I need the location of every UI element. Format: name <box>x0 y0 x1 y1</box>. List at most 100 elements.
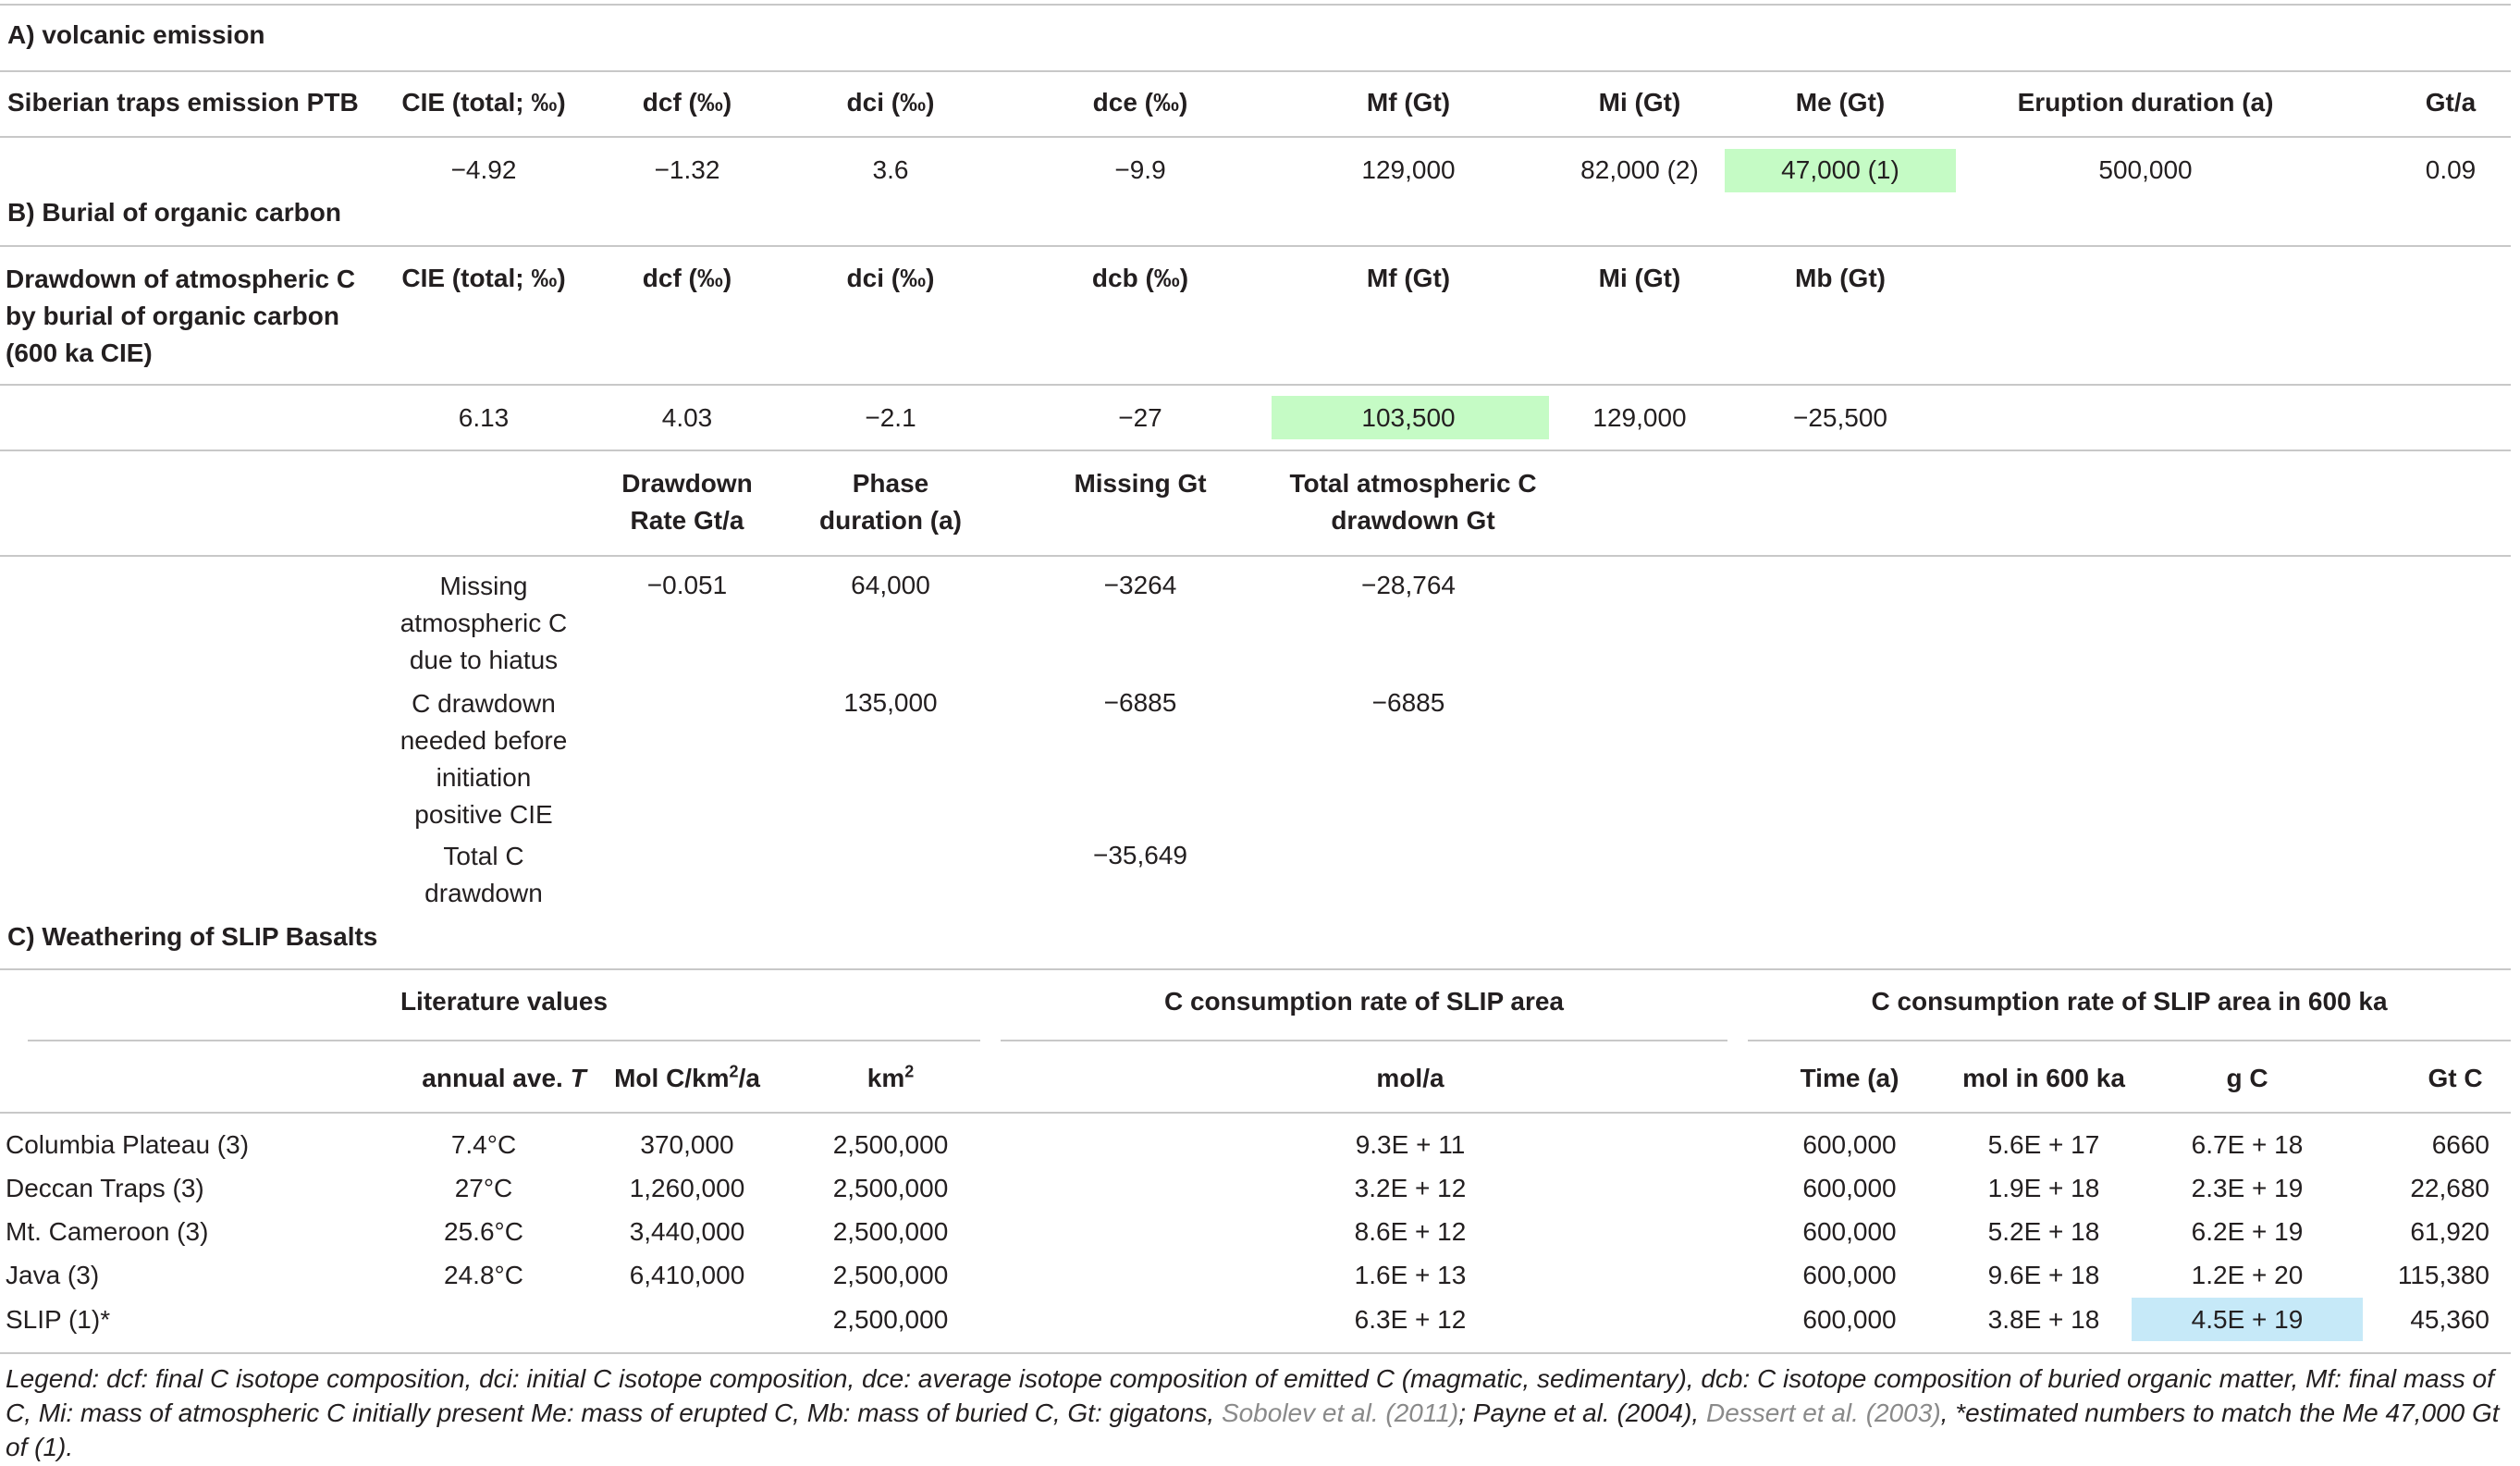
rule <box>0 245 2511 247</box>
table-cell: 27°C <box>454 1174 513 1202</box>
table-cell: 600,000 <box>1802 1261 1897 1289</box>
table-cell: 61,920 <box>2410 1217 2489 1246</box>
header-cell: Mi (Gt) <box>1598 264 1681 292</box>
header-cell: Drawdown of atmospheric C by burial of o… <box>6 265 356 367</box>
top-rule <box>0 4 2511 6</box>
row-label: C drawdown needed before initiation posi… <box>400 689 568 829</box>
row-label: Total C drawdown <box>424 842 543 907</box>
rule <box>1748 1040 2511 1041</box>
table-cell: 47,000 (1) <box>1781 155 1899 184</box>
table-cell: −6885 <box>1103 688 1177 717</box>
table-cell: 6.13 <box>458 403 510 432</box>
rule <box>1001 1040 1727 1041</box>
table-cell: −27 <box>1118 403 1162 432</box>
table-cell: 600,000 <box>1802 1130 1897 1159</box>
table-cell: 9.6E + 18 <box>1987 1261 2100 1289</box>
table-cell: 600,000 <box>1802 1305 1897 1334</box>
table-cell: 2,500,000 <box>832 1305 949 1334</box>
table-cell: −0.051 <box>646 571 728 599</box>
table-cell: 9.3E + 11 <box>1355 1130 1466 1159</box>
header-cell: Siberian traps emission PTB <box>7 88 359 117</box>
table-cell: 5.6E + 17 <box>1987 1130 2100 1159</box>
header-cell: dci (‰) <box>846 88 935 117</box>
table-cell: 6,410,000 <box>629 1261 745 1289</box>
header-cell: dce (‰) <box>1092 88 1188 117</box>
table-cell: −35,649 <box>1093 841 1187 869</box>
row-name: SLIP (1)* <box>6 1305 111 1334</box>
table-cell: −2.1 <box>865 403 916 432</box>
table-cell: 6660 <box>2431 1130 2489 1159</box>
table-cell: 2,500,000 <box>832 1261 949 1289</box>
reference-link[interactable]: Dessert et al. (2003) <box>1705 1398 1941 1427</box>
table-cell: 129,000 <box>1361 155 1456 184</box>
table-legend: Legend: dcf: final C isotope composition… <box>6 1364 2500 1461</box>
rule <box>0 70 2511 72</box>
header-cell: Mf (Gt) <box>1366 264 1451 292</box>
rule <box>0 384 2511 386</box>
header-cell: Mb (Gt) <box>1795 264 1886 292</box>
section-b-title: B) Burial of organic carbon <box>7 198 341 227</box>
header-cell: dcb (‰) <box>1091 264 1189 292</box>
column-header-gc: g C <box>2226 1064 2268 1092</box>
header-cell: dcf (‰) <box>642 88 732 117</box>
table-cell: 6.2E + 19 <box>2191 1217 2304 1246</box>
table-cell: 1.9E + 18 <box>1987 1174 2100 1202</box>
header-cell: Mf (Gt) <box>1366 88 1451 117</box>
table-cell: 64,000 <box>851 571 930 599</box>
table-cell: 5.2E + 18 <box>1987 1217 2100 1246</box>
table-cell: −4.92 <box>450 155 517 184</box>
table-cell: 6.7E + 18 <box>2191 1130 2304 1159</box>
table-cell: −9.9 <box>1114 155 1166 184</box>
table-cell: 1.6E + 13 <box>1354 1261 1467 1289</box>
subheader-cell: Drawdown Rate Gt/a <box>621 469 753 535</box>
table-cell: 500,000 <box>2098 155 2193 184</box>
table-cell: 4.5E + 19 <box>2191 1305 2304 1334</box>
table-cell: 2,500,000 <box>832 1174 949 1202</box>
rule <box>0 136 2511 138</box>
table-cell: 3.8E + 18 <box>1987 1305 2100 1334</box>
table-cell: −25,500 <box>1793 403 1887 432</box>
table-cell: 600,000 <box>1802 1174 1897 1202</box>
rule <box>0 1352 2511 1354</box>
header-cell: Mi (Gt) <box>1598 88 1681 117</box>
row-name: Java (3) <box>6 1261 100 1289</box>
table-cell: 45,360 <box>2410 1305 2489 1334</box>
table-cell: −6885 <box>1371 688 1445 717</box>
subheader-cell: Total atmospheric C drawdown Gt <box>1289 469 1537 535</box>
table-cell: 4.03 <box>661 403 713 432</box>
row-label: Missing atmospheric C due to hiatus <box>400 572 568 674</box>
table-cell: 22,680 <box>2410 1174 2489 1202</box>
table-cell: −1.32 <box>654 155 720 184</box>
column-header-mol600: mol in 600 ka <box>1962 1064 2125 1092</box>
column-header-mol: Mol C/km2/a <box>614 1062 760 1092</box>
table-cell: 7.4°C <box>450 1130 517 1159</box>
section-a-title: A) volcanic emission <box>7 20 265 49</box>
column-header-mola: mol/a <box>1376 1064 1444 1092</box>
highlight-blue <box>2132 1298 2363 1341</box>
group-header: Literature values <box>400 987 608 1016</box>
table-cell: 2.3E + 19 <box>2191 1174 2304 1202</box>
table-cell: 3,440,000 <box>629 1217 745 1246</box>
table-cell: 25.6°C <box>444 1217 523 1246</box>
table-cell: 24.8°C <box>444 1261 523 1289</box>
rule <box>0 1112 2511 1114</box>
table-cell: −3264 <box>1103 571 1177 599</box>
row-name: Deccan Traps (3) <box>6 1174 204 1202</box>
row-name: Columbia Plateau (3) <box>6 1130 250 1159</box>
reference-link[interactable]: Sobolev et al. (2011) <box>1221 1398 1459 1427</box>
subheader-cell: Missing Gt <box>1074 469 1207 498</box>
rule <box>0 968 2511 970</box>
table-cell: 3.6 <box>872 155 909 184</box>
table-cell: 0.09 <box>2425 155 2477 184</box>
row-name: Mt. Cameroon (3) <box>6 1217 209 1246</box>
header-cell: dcf (‰) <box>642 264 732 292</box>
group-header: C consumption rate of SLIP area in 600 k… <box>1871 987 2388 1016</box>
column-header-gtc: Gt C <box>2428 1064 2483 1092</box>
rule <box>0 555 2511 557</box>
table-cell: 2,500,000 <box>832 1217 949 1246</box>
subheader-cell: Phase duration (a) <box>819 469 962 535</box>
rule <box>0 450 2511 451</box>
table-cell: 115,380 <box>2397 1261 2489 1289</box>
header-cell: dci (‰) <box>846 264 935 292</box>
column-header-km: km2 <box>867 1062 915 1092</box>
